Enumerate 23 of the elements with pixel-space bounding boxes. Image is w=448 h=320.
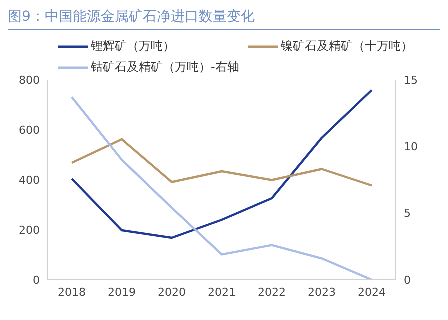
x-tick-label: 2020 bbox=[158, 286, 186, 299]
x-tick-label: 2023 bbox=[308, 286, 336, 299]
y2-tick-label: 5 bbox=[404, 207, 411, 220]
y2-tick-label: 10 bbox=[404, 140, 418, 154]
legend-label: 镍矿石及精矿（十万吨） bbox=[281, 38, 413, 55]
y-tick-label: 0 bbox=[33, 274, 40, 287]
y-tick-label: 600 bbox=[19, 124, 40, 137]
y-tick-label: 800 bbox=[19, 74, 40, 87]
line-series bbox=[70, 138, 374, 187]
x-tick-label: 2024 bbox=[358, 286, 386, 299]
legend-label: 钴矿石及精矿（万吨）-右轴 bbox=[91, 59, 240, 76]
y2-tick-label: 15 bbox=[404, 74, 418, 87]
y-tick-label: 200 bbox=[19, 224, 40, 237]
chart-title: 图9：中国能源金属矿石净进口数量变化 bbox=[8, 8, 440, 30]
y2-tick-label: 0 bbox=[404, 274, 411, 287]
legend-label: 锂辉矿（万吨） bbox=[91, 38, 175, 55]
line-series bbox=[70, 96, 374, 280]
x-tick-label: 2021 bbox=[208, 286, 236, 299]
y-tick-label: 400 bbox=[19, 174, 40, 187]
x-tick-label: 2022 bbox=[258, 286, 286, 299]
x-tick-label: 2019 bbox=[108, 286, 136, 299]
x-tick-label: 2018 bbox=[58, 286, 86, 299]
line-series bbox=[70, 89, 374, 240]
